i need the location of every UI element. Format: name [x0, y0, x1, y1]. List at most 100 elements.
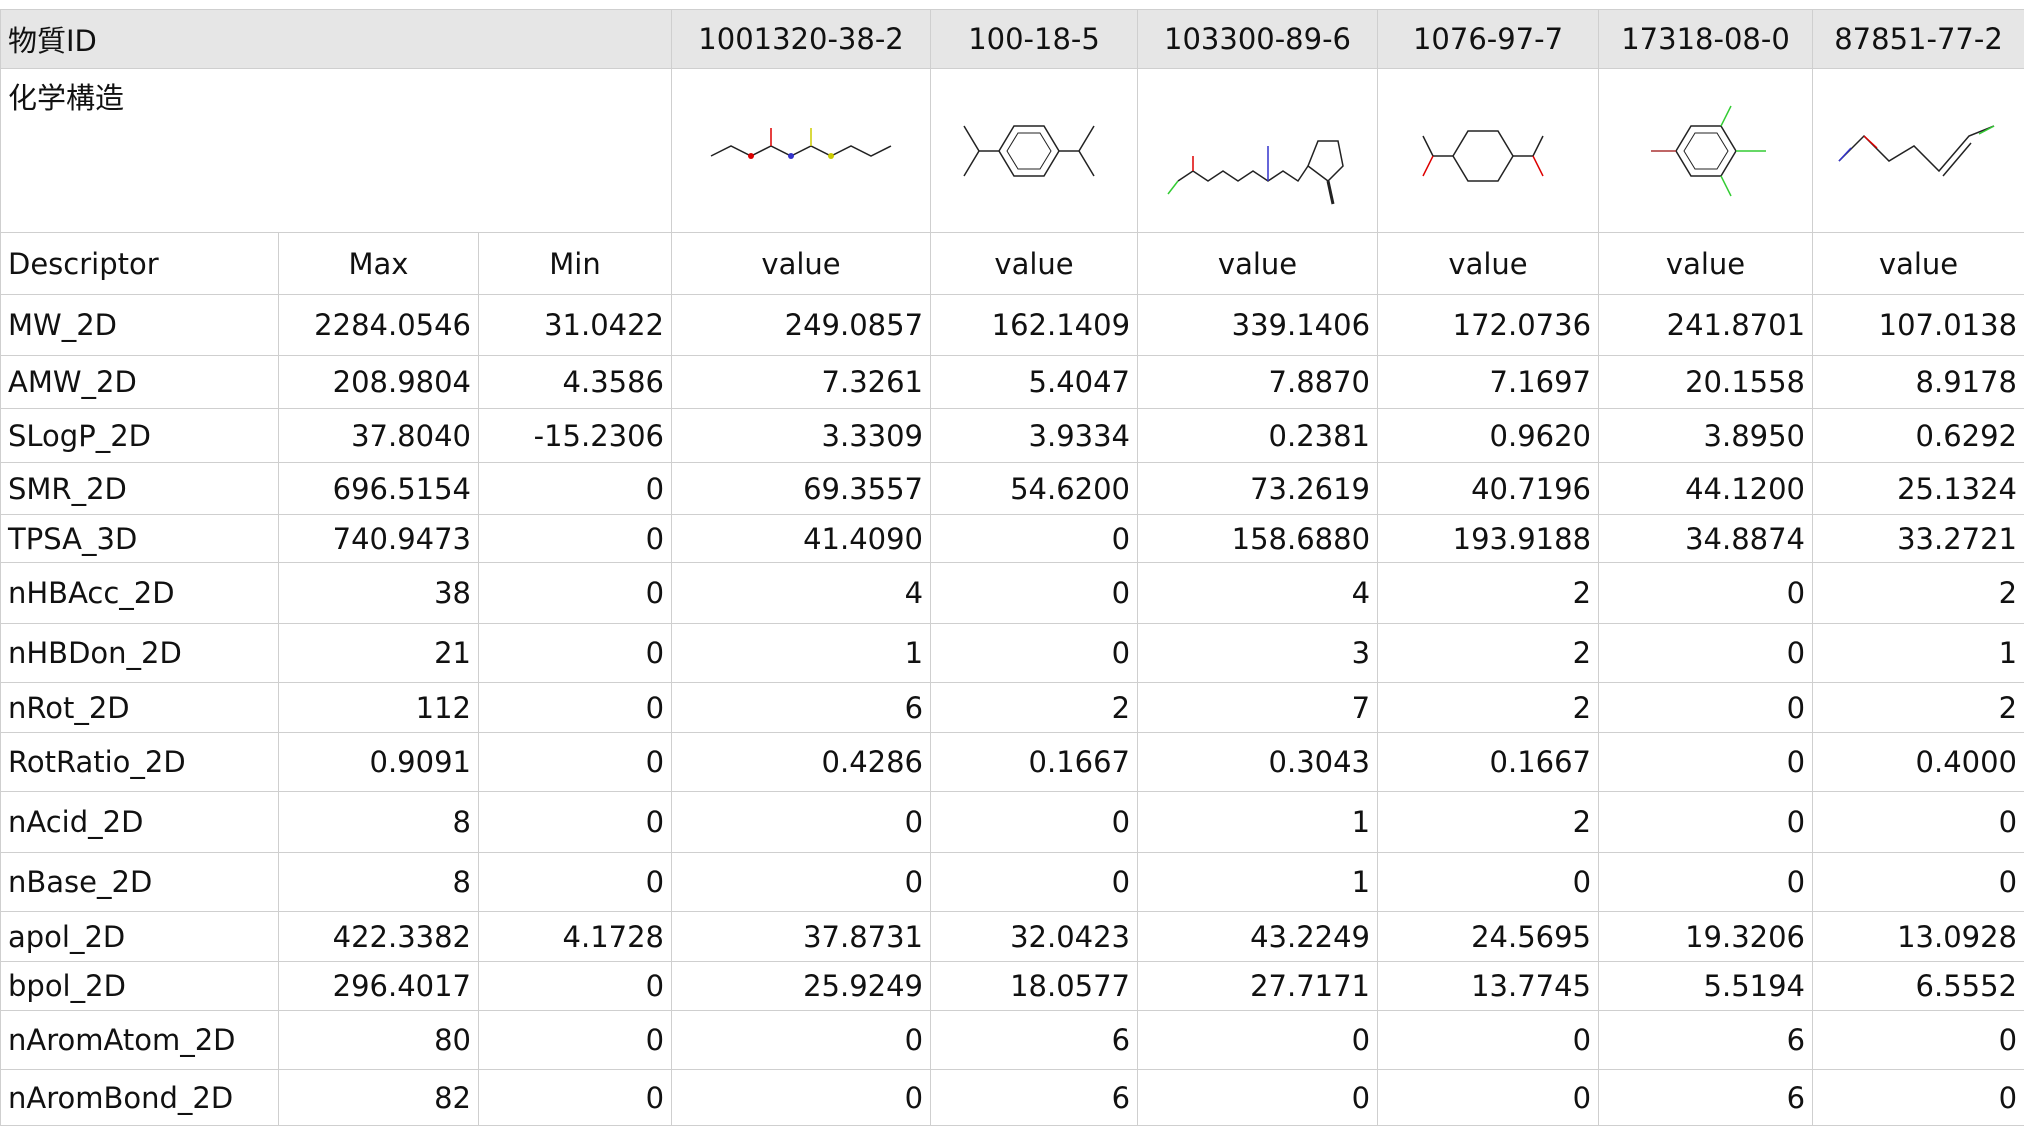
value-cell: 7.1697 [1377, 355, 1600, 409]
value-cell: 2284.0546 [278, 294, 479, 356]
value-cell: 3 [1137, 623, 1379, 683]
structure-image [1422, 129, 1544, 182]
value-cell: 0 [930, 562, 1139, 624]
value-cell: 0.4000 [1812, 732, 2024, 792]
value-cell: 43.2249 [1137, 911, 1379, 962]
value-cell: 0 [930, 852, 1139, 912]
value-cell: 3.8950 [1598, 408, 1814, 463]
value-cell: 0 [477, 562, 673, 624]
structure-cell [1812, 68, 2024, 233]
value-cell: 37.8040 [278, 408, 479, 463]
value-cell: 7 [1137, 682, 1379, 733]
value-cell: 19.3206 [1598, 911, 1814, 962]
compound-id: 1076-97-7 [1377, 9, 1600, 69]
column-header: value [1137, 232, 1379, 295]
value-cell: 5.5194 [1598, 961, 1814, 1011]
value-cell: 25.9249 [671, 961, 932, 1011]
table-row: AMW_2D 208.9804 4.3586 7.3261 5.4047 7.8870 7.… [0, 355, 2024, 409]
value-cell: 6 [930, 1069, 1139, 1126]
value-cell: 6.5552 [1812, 961, 2024, 1011]
value-cell: 34.8874 [1598, 514, 1814, 563]
value-cell: 0.3043 [1137, 732, 1379, 792]
value-cell: 73.2619 [1137, 462, 1379, 515]
value-cell: 6 [930, 1010, 1139, 1070]
descriptor-name: AMW_2D [0, 355, 279, 409]
table-row: MW_2D 2284.0546 31.0422 249.0857 162.1409 339… [0, 294, 2024, 356]
value-cell: 208.9804 [278, 355, 479, 409]
value-cell: 0 [477, 462, 673, 515]
value-cell: 3.3309 [671, 408, 932, 463]
value-cell: 0 [1137, 1069, 1379, 1126]
value-cell: 7.3261 [671, 355, 932, 409]
value-cell: 0 [1598, 852, 1814, 912]
value-cell: 1 [1812, 623, 2024, 683]
column-header: value [1598, 232, 1814, 295]
value-cell: 0 [671, 1069, 932, 1126]
column-header: value [1377, 232, 1600, 295]
value-cell: 0 [930, 791, 1139, 853]
value-cell: 0 [1137, 1010, 1379, 1070]
value-cell: 2 [930, 682, 1139, 733]
value-cell: 241.8701 [1598, 294, 1814, 356]
structure-image [710, 127, 892, 159]
value-cell: 0.6292 [1812, 408, 2024, 463]
compound-id: 1001320-38-2 [671, 9, 932, 69]
table-row: 化学構造 [0, 68, 2024, 233]
value-cell: 7.8870 [1137, 355, 1379, 409]
value-cell: 740.9473 [278, 514, 479, 563]
value-cell: 172.0736 [1377, 294, 1600, 356]
value-cell: 37.8731 [671, 911, 932, 962]
column-header: Min [477, 232, 673, 295]
table-row: nAcid_2D 8 0 0 0 1 2 0 0 [0, 791, 2024, 853]
structure-cell [1598, 68, 1814, 233]
value-cell: 6 [1598, 1069, 1814, 1126]
value-cell: 0 [477, 852, 673, 912]
value-cell: 0 [477, 732, 673, 792]
value-cell: 0 [930, 514, 1139, 563]
table-row: nHBAcc_2D 38 0 4 0 4 2 0 2 [0, 562, 2024, 624]
value-cell: 38 [278, 562, 479, 624]
table-row: nAromAtom_2D 80 0 0 6 0 0 6 0 [0, 1010, 2024, 1070]
column-header: Max [278, 232, 479, 295]
value-cell: 0 [1377, 1069, 1600, 1126]
value-cell: 422.3382 [278, 911, 479, 962]
value-cell: 8 [278, 852, 479, 912]
value-cell: 24.5695 [1377, 911, 1600, 962]
structure-image [963, 124, 1095, 177]
value-cell: 0 [1812, 1010, 2024, 1070]
column-header: value [671, 232, 932, 295]
value-cell: 0.9091 [278, 732, 479, 792]
value-cell: 4.1728 [477, 911, 673, 962]
descriptor-name: nAromBond_2D [0, 1069, 279, 1126]
value-cell: 25.1324 [1812, 462, 2024, 515]
value-cell: 0 [477, 1010, 673, 1070]
structure-image [1837, 124, 1994, 176]
value-cell: -15.2306 [477, 408, 673, 463]
value-cell: 4.3586 [477, 355, 673, 409]
descriptor-name: SLogP_2D [0, 408, 279, 463]
structure-cell [930, 68, 1139, 233]
value-cell: 31.0422 [477, 294, 673, 356]
value-cell: 40.7196 [1377, 462, 1600, 515]
value-cell: 0.1667 [1377, 732, 1600, 792]
value-cell: 2 [1377, 623, 1600, 683]
descriptor-table: 物質ID 1001320-38-2 100-18-5 103300-89-6 1076-… [0, 9, 2024, 1126]
header-cell: 物質ID [0, 9, 673, 69]
descriptor-name: nAromAtom_2D [0, 1010, 279, 1070]
value-cell: 4 [671, 562, 932, 624]
value-cell: 69.3557 [671, 462, 932, 515]
value-cell: 0 [1812, 1069, 2024, 1126]
value-cell: 0.9620 [1377, 408, 1600, 463]
value-cell: 0 [1377, 852, 1600, 912]
value-cell: 0 [477, 791, 673, 853]
structure-image [1650, 105, 1766, 196]
descriptor-name: bpol_2D [0, 961, 279, 1011]
value-cell: 13.7745 [1377, 961, 1600, 1011]
value-cell: 0.2381 [1137, 408, 1379, 463]
value-cell: 0 [477, 682, 673, 733]
value-cell: 54.6200 [930, 462, 1139, 515]
value-cell: 6 [1598, 1010, 1814, 1070]
value-cell: 0 [477, 623, 673, 683]
value-cell: 4 [1137, 562, 1379, 624]
